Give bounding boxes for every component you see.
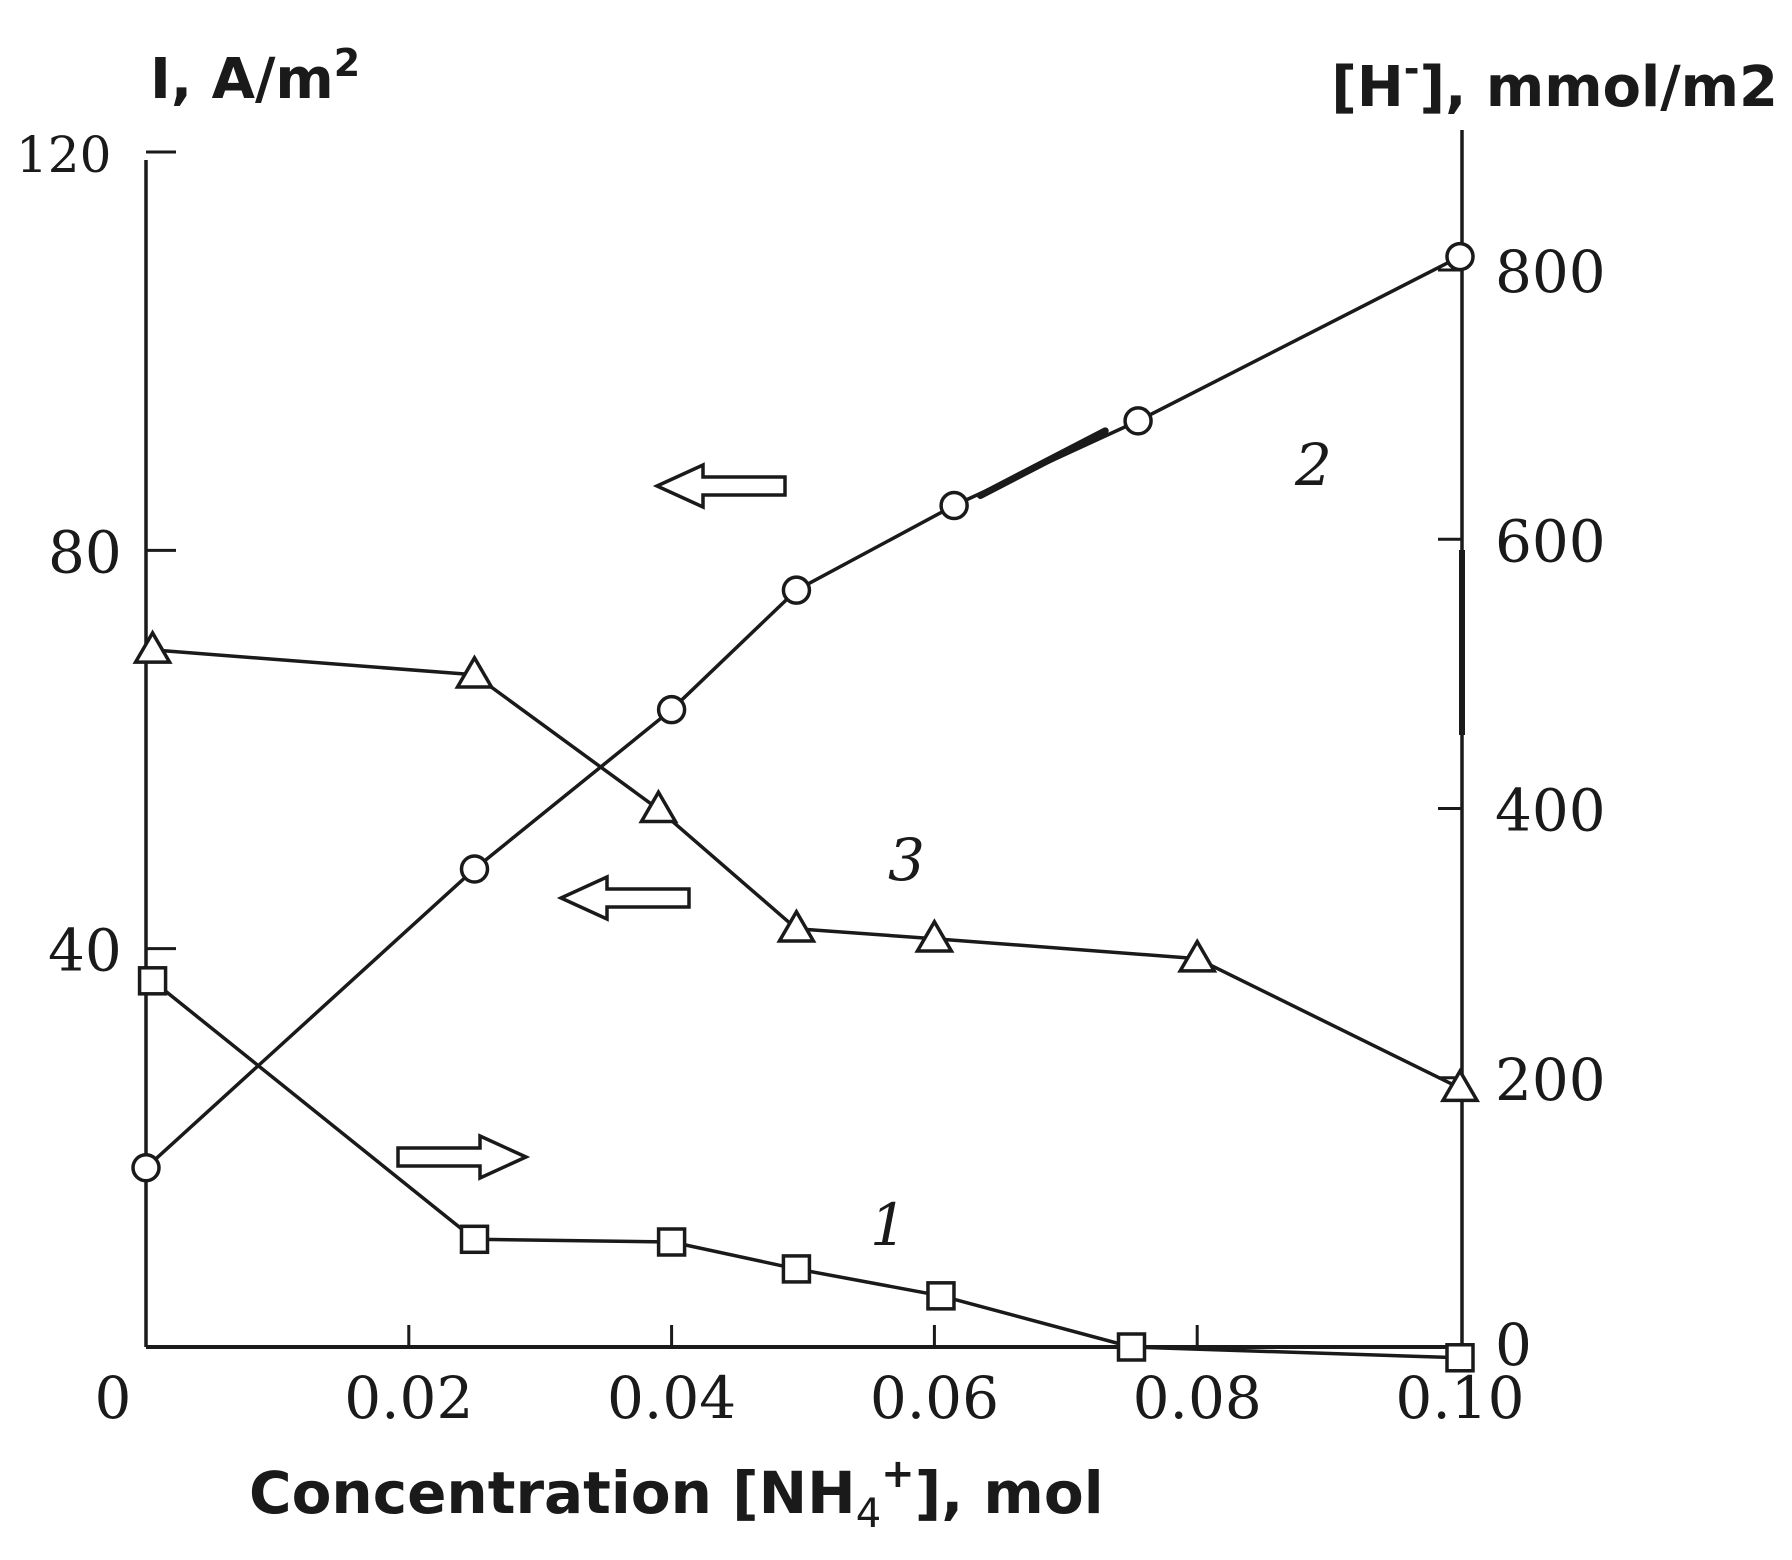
series-1-point xyxy=(137,966,168,996)
series-1-point xyxy=(459,1224,490,1255)
y-right-tick-label: 800 xyxy=(1495,238,1606,306)
arrow-to-curve-2 xyxy=(652,462,787,510)
y-left-tick-label: 120 xyxy=(16,126,111,184)
x-axis-label-tail: ], mol xyxy=(915,1459,1104,1527)
curve-label-2: 2 xyxy=(1294,431,1332,499)
y-left-tick-label: 80 xyxy=(48,518,122,586)
series-layer xyxy=(131,241,1481,1373)
series-3-point xyxy=(132,629,173,664)
y-right-tick-label: 400 xyxy=(1495,777,1606,845)
series-2-point xyxy=(459,854,490,884)
series-2-point xyxy=(656,694,687,725)
y-right-tick-label: 200 xyxy=(1495,1046,1606,1114)
series-1-point xyxy=(1445,1343,1475,1373)
y-axis-left-label-sup: 2 xyxy=(334,41,360,85)
series-3-point xyxy=(1177,938,1218,973)
series-1-point xyxy=(1116,1332,1147,1362)
series-2-point xyxy=(939,490,969,521)
y-axis-right-label-pre: [H xyxy=(1331,55,1403,120)
x-axis-label-sub: 4 xyxy=(856,1491,881,1537)
y-axis-right-label: [H-], mmol/m2 xyxy=(1331,47,1778,120)
x-tick-label: 0.10 xyxy=(1395,1364,1524,1432)
series-3-point xyxy=(914,918,955,953)
axes: 0 0.02 0.04 0.06 0.08 0.10 40 80 120 0 200 400 600 80… xyxy=(16,126,1606,1432)
x-tick-label: 0.06 xyxy=(870,1364,999,1432)
series-3-line xyxy=(152,648,1461,1090)
y-right-tick-label: 600 xyxy=(1495,507,1606,575)
arrow-to-curve-3 xyxy=(556,874,691,922)
series-1-point xyxy=(926,1281,956,1311)
series-3-point xyxy=(454,654,495,689)
x-tick-label: 0.08 xyxy=(1133,1364,1262,1432)
x-tick-label: 0 xyxy=(95,1364,132,1432)
series-1-point xyxy=(781,1254,812,1284)
series-2-point xyxy=(1445,241,1475,272)
curve-label-1: 1 xyxy=(870,1191,907,1259)
y-axis-right-label-sup: - xyxy=(1404,47,1420,91)
series-3-point xyxy=(1439,1067,1481,1103)
x-tick-label: 0.04 xyxy=(607,1364,736,1432)
series-2-highlight xyxy=(976,427,1109,500)
series-2-line xyxy=(144,255,1461,1170)
x-axis-label-main: Concentration [NH xyxy=(249,1459,856,1527)
series-1-point xyxy=(656,1227,687,1257)
x-axis-label: Concentration [NH4+], mol xyxy=(249,1451,1104,1537)
annotations-layer: 1 2 3 xyxy=(396,431,1332,1259)
y-axis-left-label-main: I, A/m xyxy=(150,47,334,112)
y-axis-right-label-tail: ], mmol/m2 xyxy=(1419,55,1778,120)
series-2-point xyxy=(1123,406,1153,436)
series-3-point xyxy=(776,908,817,943)
y-left-tick-label: 40 xyxy=(48,917,122,985)
series-1-line xyxy=(151,979,1461,1360)
x-tick-label: 0.02 xyxy=(344,1364,473,1432)
y-right-tick-label: 0 xyxy=(1495,1311,1532,1379)
series-2-point xyxy=(781,575,812,605)
y-axis-left-label: I, A/m2 xyxy=(150,41,360,112)
arrow-to-curve-1 xyxy=(396,1133,531,1181)
series-3-point xyxy=(638,788,679,824)
x-axis-label-sup: + xyxy=(881,1451,915,1497)
series-2-point xyxy=(131,1153,161,1183)
curve-label-3: 3 xyxy=(888,826,925,894)
